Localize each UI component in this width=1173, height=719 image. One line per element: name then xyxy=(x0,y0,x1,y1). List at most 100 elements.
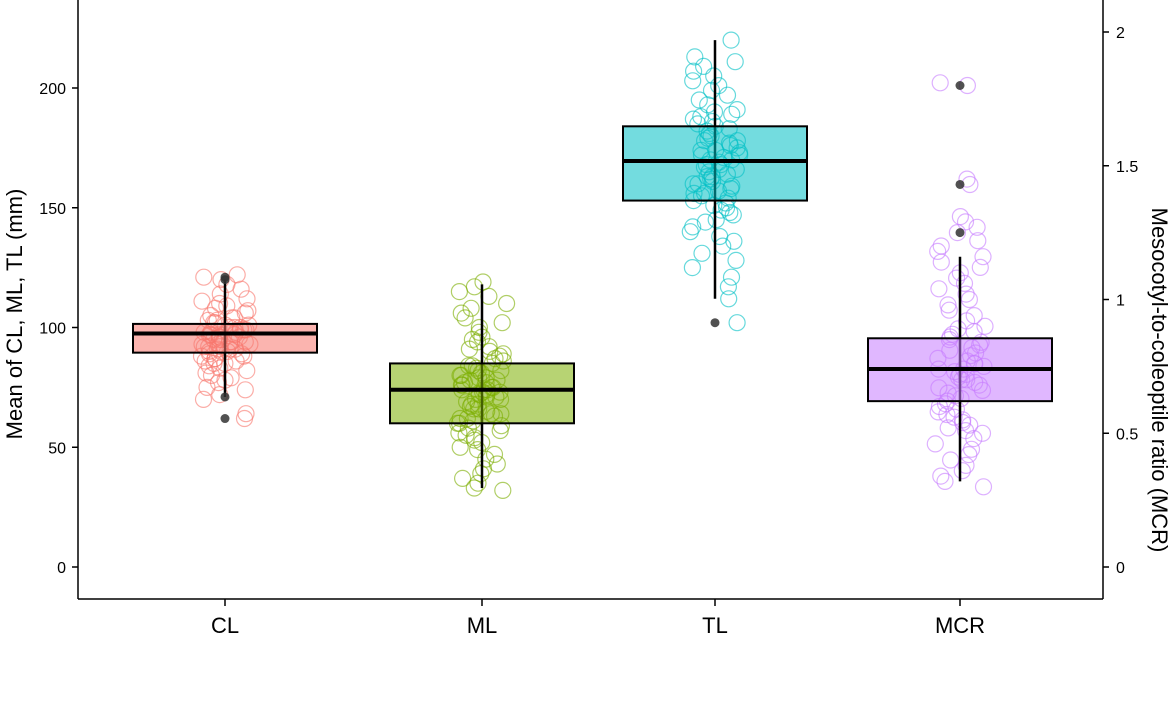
point-mcr xyxy=(940,301,958,319)
point-ml xyxy=(452,304,470,322)
point-tl xyxy=(684,62,703,80)
point-mcr xyxy=(968,218,986,236)
point-mcr xyxy=(957,456,975,474)
outlier-cl xyxy=(220,275,230,285)
point-mcr xyxy=(945,408,963,426)
point-tl xyxy=(727,251,745,269)
point-ml xyxy=(462,299,480,317)
point-mcr xyxy=(965,307,983,325)
point-mcr xyxy=(947,269,966,287)
point-mcr xyxy=(957,285,975,303)
point-mcr xyxy=(932,237,950,255)
point-ml xyxy=(450,424,468,442)
y-tick-label-right: 2 xyxy=(1116,25,1125,42)
point-mcr xyxy=(973,424,992,442)
point-mcr xyxy=(974,248,992,266)
point-mcr xyxy=(953,462,971,480)
point-tl xyxy=(696,213,715,231)
box-ml xyxy=(389,362,575,425)
point-ml xyxy=(494,345,512,363)
point-tl xyxy=(714,237,732,255)
point-cl xyxy=(222,369,240,387)
point-cl xyxy=(195,268,213,286)
point-ml xyxy=(469,474,487,492)
y-tick-label-right: 1.5 xyxy=(1116,159,1138,176)
point-tl xyxy=(684,72,702,90)
point-mcr xyxy=(956,213,975,231)
y-tick-label-left: 50 xyxy=(48,440,66,457)
point-mcr xyxy=(929,242,947,260)
point-tl xyxy=(681,223,699,241)
y-tick-label-left: 100 xyxy=(39,321,66,338)
point-mcr xyxy=(931,74,949,92)
x-tick-label-mcr: MCR xyxy=(935,613,985,638)
point-tl xyxy=(728,100,746,119)
outlier-tl xyxy=(710,318,720,328)
outlier-cl xyxy=(220,392,230,402)
point-tl xyxy=(722,31,740,49)
point-cl xyxy=(193,292,211,310)
point-tl xyxy=(722,268,741,286)
point-cl xyxy=(198,378,216,396)
x-tick-label-tl: TL xyxy=(702,613,728,638)
point-cl xyxy=(232,280,250,298)
point-ml xyxy=(493,314,511,332)
point-ml xyxy=(485,445,504,463)
point-cl xyxy=(237,405,255,423)
point-mcr xyxy=(954,411,972,429)
y-axis-right-title: Mesocotyl-to-coleoptile ratio (MCR) xyxy=(1147,208,1172,553)
point-tl xyxy=(702,81,721,100)
point-tl xyxy=(694,57,713,76)
y-tick-label-right: 0 xyxy=(1116,560,1125,577)
point-mcr xyxy=(951,208,970,226)
outliers-layer xyxy=(220,81,965,424)
point-tl xyxy=(725,232,743,250)
point-cl xyxy=(211,294,229,313)
point-ml xyxy=(480,287,498,305)
point-tl xyxy=(686,48,704,66)
point-tl xyxy=(683,259,702,277)
point-tl xyxy=(684,218,702,236)
box-cl xyxy=(132,322,318,354)
point-tl xyxy=(690,91,708,109)
point-mcr xyxy=(936,472,954,490)
point-cl xyxy=(238,362,256,380)
point-cl xyxy=(211,359,229,377)
point-tl xyxy=(728,314,746,332)
point-ml xyxy=(498,294,516,313)
point-mcr xyxy=(932,467,950,485)
point-tl xyxy=(719,278,738,296)
ticks-layer: CL ML TL MCR 0 50 100 150 200 0 0.5 1 1.5 2 xyxy=(39,25,1138,638)
point-tl xyxy=(723,105,741,123)
point-mcr xyxy=(958,170,976,188)
y-tick-label-left: 0 xyxy=(57,560,66,577)
point-tl xyxy=(721,203,739,222)
point-mcr xyxy=(962,440,981,458)
boxes-layer xyxy=(132,40,1053,488)
point-mcr xyxy=(960,290,979,309)
outlier-mcr xyxy=(955,81,965,90)
box-tl xyxy=(622,125,808,202)
point-cl xyxy=(238,290,256,308)
point-mcr xyxy=(932,253,950,271)
point-cl xyxy=(211,285,229,303)
point-ml xyxy=(470,323,488,341)
point-tl xyxy=(726,53,744,71)
point-ml xyxy=(494,481,512,499)
point-ml xyxy=(454,469,472,487)
x-tick-label-ml: ML xyxy=(467,613,498,638)
y-tick-label-right: 0.5 xyxy=(1116,426,1138,443)
point-ml xyxy=(450,283,468,301)
point-ml xyxy=(465,479,483,497)
point-tl xyxy=(710,76,728,95)
point-mcr xyxy=(939,296,957,314)
point-tl xyxy=(720,290,738,308)
point-mcr xyxy=(930,280,948,298)
point-cl xyxy=(239,302,257,320)
point-mcr xyxy=(926,435,944,453)
outlier-mcr xyxy=(955,228,965,238)
y-tick-label-left: 150 xyxy=(39,201,66,218)
point-ml xyxy=(456,309,474,327)
point-cl xyxy=(228,266,246,284)
